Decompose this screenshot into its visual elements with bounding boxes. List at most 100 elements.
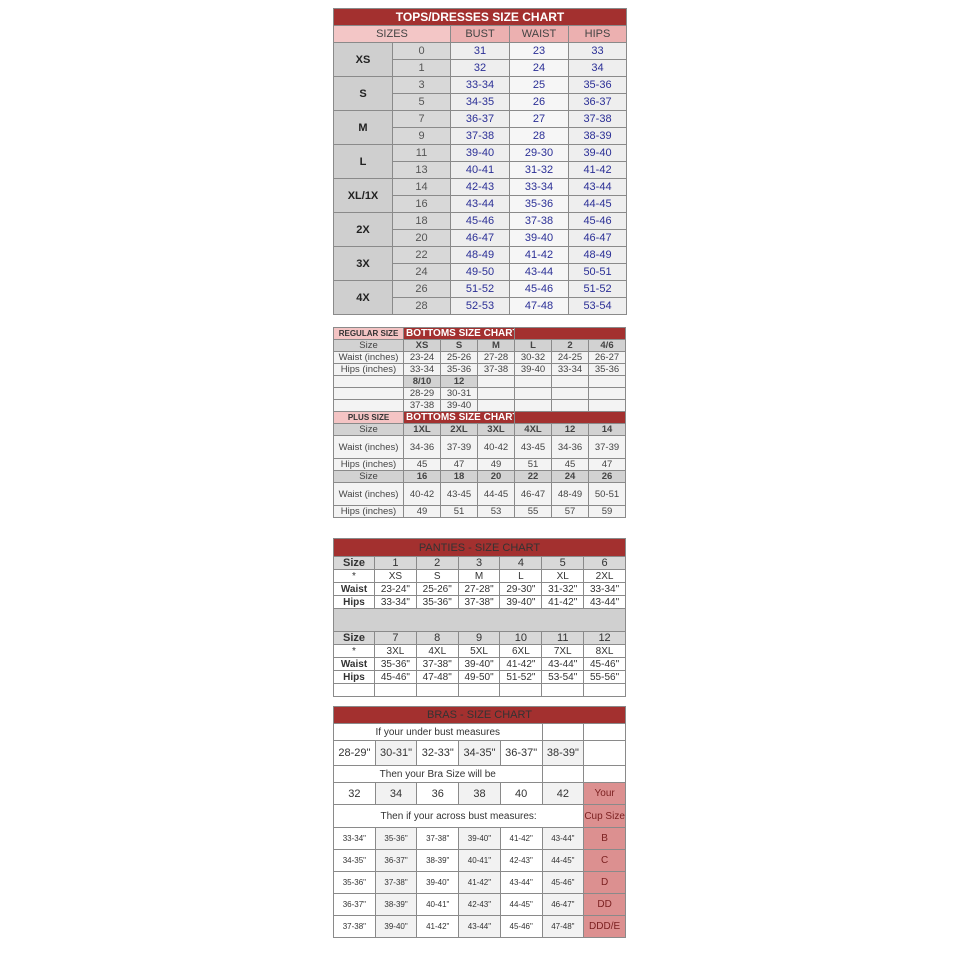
numeric-size: 5 [392, 93, 451, 111]
across-bust-value: 43-44" [458, 915, 501, 938]
waist-label: Waist [333, 582, 375, 596]
waist-value: 35-36" [374, 657, 417, 671]
size-group-label: XL/1X [333, 178, 393, 213]
hips-value: 48-49 [567, 246, 628, 264]
across-bust-value: 41-42" [458, 871, 501, 894]
waist-label: Waist (inches) [333, 351, 404, 364]
letter-size: XL [541, 569, 585, 583]
bust-value: 46-47 [450, 229, 510, 247]
size-value: 12 [583, 631, 626, 645]
size-label: Size [333, 470, 404, 483]
letter-size: 8XL [583, 644, 626, 658]
waist-value: 37-38 [509, 212, 569, 230]
waist-value: 39-40 [509, 229, 569, 247]
size-value: 8 [415, 631, 459, 645]
hips-value: 35-36 [440, 363, 478, 376]
hips-value: 37-38 [567, 110, 628, 128]
bust-value: 40-41 [450, 161, 510, 179]
band-size: 42 [541, 782, 585, 805]
waist-value: 23-24 [403, 351, 441, 364]
letter-label: * [333, 569, 375, 583]
waist-value: 26 [509, 93, 569, 111]
plus-bottoms-title: BOTTOMS SIZE CHART [403, 411, 515, 424]
hips-value: 51-52" [499, 670, 543, 684]
header-waist: WAIST [509, 25, 569, 43]
waist-value: 34-36 [551, 435, 589, 459]
hips-value: 39-40 [440, 399, 478, 412]
hips-value: 49-50" [457, 670, 501, 684]
hips-value: 39-40 [567, 144, 628, 162]
across-bust-value: 45-46" [541, 871, 585, 894]
size-value: M [477, 339, 515, 352]
table-row: 37-38" 39-40" 41-42" 43-44" 45-46" 47-48" DDD/… [333, 915, 626, 938]
under-bust-value: 32-33" [416, 740, 460, 766]
bust-value: 37-38 [450, 127, 510, 145]
size-group-label: 3X [333, 246, 393, 281]
letter-size: M [457, 569, 501, 583]
hips-value: 53 [477, 505, 515, 518]
waist-value: 27-28 [477, 351, 515, 364]
across-bust-value: 45-46" [499, 915, 543, 938]
letter-label: * [333, 644, 375, 658]
cup-size: D [583, 871, 626, 894]
hips-value: 37-38 [403, 399, 441, 412]
empty-cell [514, 411, 626, 424]
table-row: 33-34" 35-36" 37-38" 39-40" 41-42" 43-44" B [333, 827, 626, 850]
waist-value: 25-26" [415, 582, 459, 596]
size-group-label: L [333, 144, 393, 179]
empty-cell [583, 683, 626, 697]
across-bust-value: 40-41" [416, 893, 460, 916]
letter-size: S [415, 569, 459, 583]
waist-value: 45-46" [583, 657, 626, 671]
waist-value: 29-30" [499, 582, 543, 596]
empty-cell [333, 387, 404, 400]
size-value: 26 [588, 470, 626, 483]
hips-label: Hips (inches) [333, 505, 404, 518]
waist-label: Waist (inches) [333, 435, 404, 459]
across-bust-value: 41-42" [416, 915, 460, 938]
plus-size-label: PLUS SIZE [333, 411, 404, 424]
waist-value: 40-42 [403, 482, 441, 506]
size-value: 16 [403, 470, 441, 483]
hips-value: 45 [403, 458, 441, 471]
under-bust-value: 28-29" [333, 740, 376, 766]
hips-value: 55-56" [583, 670, 626, 684]
hips-value: 35-36" [415, 595, 459, 609]
waist-value: 31-32 [509, 161, 569, 179]
hips-value: 37-38" [457, 595, 501, 609]
waist-value: 44-45 [477, 482, 515, 506]
waist-value: 47-48 [509, 297, 569, 315]
panties-size-chart: PANTIES - SIZE CHART Size 1 2 3 4 5 6 * XS S M L XL 2X… [333, 538, 626, 697]
waist-value: 31-32" [541, 582, 585, 596]
across-bust-value: 41-42" [499, 827, 543, 850]
numeric-size: 13 [392, 161, 451, 179]
hips-label: Hips [333, 595, 375, 609]
waist-value: 39-40" [457, 657, 501, 671]
waist-value: 37-39 [440, 435, 478, 459]
header-bust: BUST [450, 25, 510, 43]
hips-value: 49 [477, 458, 515, 471]
waist-value: 30-31 [440, 387, 478, 400]
hips-value: 47 [440, 458, 478, 471]
hips-value: 33-34 [551, 363, 589, 376]
letter-size: 5XL [457, 644, 501, 658]
bust-value: 32 [450, 59, 510, 77]
waist-value: 27-28" [457, 582, 501, 596]
across-bust-value: 42-43" [499, 849, 543, 872]
size-value: 12 [551, 423, 589, 436]
table-row: 28 52-53 47-48 53-54 [334, 297, 628, 315]
numeric-size: 28 [392, 297, 451, 315]
size-value: 14 [588, 423, 626, 436]
waist-value: 23 [509, 42, 569, 60]
empty-cell [477, 387, 515, 400]
waist-value: 33-34" [583, 582, 626, 596]
empty-cell [588, 399, 626, 412]
waist-value: 40-42 [477, 435, 515, 459]
empty-cell [588, 375, 626, 388]
bust-value: 39-40 [450, 144, 510, 162]
size-value: 1 [374, 556, 417, 570]
waist-value: 43-45 [440, 482, 478, 506]
empty-cell [551, 399, 589, 412]
size-value: XS [403, 339, 441, 352]
table-row: 2X 18 45-46 37-38 45-46 [333, 212, 628, 247]
